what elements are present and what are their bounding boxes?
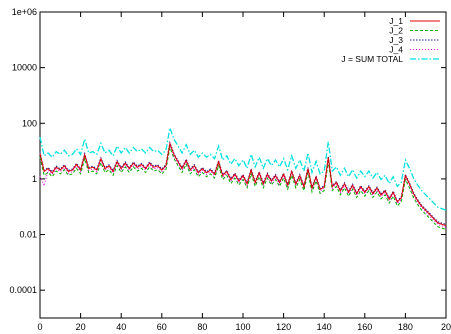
y-tick-label: 1 — [32, 174, 37, 184]
legend-label: J = SUM TOTAL — [341, 54, 403, 64]
series-line-1 — [39, 141, 447, 227]
series-line-4 — [39, 143, 447, 228]
x-tick-label: 60 — [157, 322, 167, 332]
x-tick-label: 180 — [398, 322, 413, 332]
series-lines — [39, 125, 447, 230]
x-tick-label: 20 — [441, 322, 451, 332]
x-tick-label: 140 — [317, 322, 332, 332]
series-line-2 — [39, 145, 447, 230]
series-line-5 — [39, 125, 447, 211]
series-line-3 — [39, 140, 447, 225]
y-tick-label: 10000 — [12, 63, 37, 73]
x-tick-label: 80 — [197, 322, 207, 332]
legend-label: J_3 — [389, 35, 403, 45]
y-tick-label: 0.01 — [19, 230, 37, 240]
x-tick-label: 40 — [116, 322, 126, 332]
x-tick-label: 160 — [357, 322, 372, 332]
x-tick-label: 20 — [76, 322, 86, 332]
legend: J_1J_2J_3J_4J = SUM TOTAL — [341, 16, 440, 64]
y-tick-label: 100 — [22, 118, 37, 128]
legend-label: J_4 — [389, 45, 403, 55]
y-tick-label: 0.0001 — [9, 285, 37, 295]
x-tick-label: 120 — [276, 322, 291, 332]
y-tick-label: 1e+06 — [12, 7, 37, 17]
y-axis: 1e+06 10000 100 1 0.01 0.0001 — [9, 7, 446, 295]
x-tick-label: 100 — [235, 322, 250, 332]
x-tick-label: 0 — [37, 322, 42, 332]
legend-label: J_1 — [389, 16, 403, 26]
x-axis: 0 20 40 60 80 100 120 140 160 180 20 — [37, 12, 451, 332]
legend-label: J_2 — [389, 26, 403, 36]
